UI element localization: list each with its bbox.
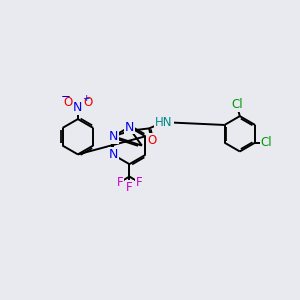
Text: Cl: Cl xyxy=(231,98,243,111)
Text: −: − xyxy=(61,90,71,103)
Text: O: O xyxy=(83,96,92,109)
Text: O: O xyxy=(64,96,73,109)
Text: F: F xyxy=(117,176,123,189)
Text: HN: HN xyxy=(155,116,173,129)
Text: N: N xyxy=(109,130,118,143)
Text: Cl: Cl xyxy=(260,136,272,149)
Text: F: F xyxy=(126,181,133,194)
Text: N: N xyxy=(109,148,118,161)
Text: O: O xyxy=(147,134,157,147)
Text: +: + xyxy=(82,94,89,103)
Text: F: F xyxy=(136,176,142,189)
Text: N: N xyxy=(73,101,83,114)
Text: N: N xyxy=(125,121,134,134)
